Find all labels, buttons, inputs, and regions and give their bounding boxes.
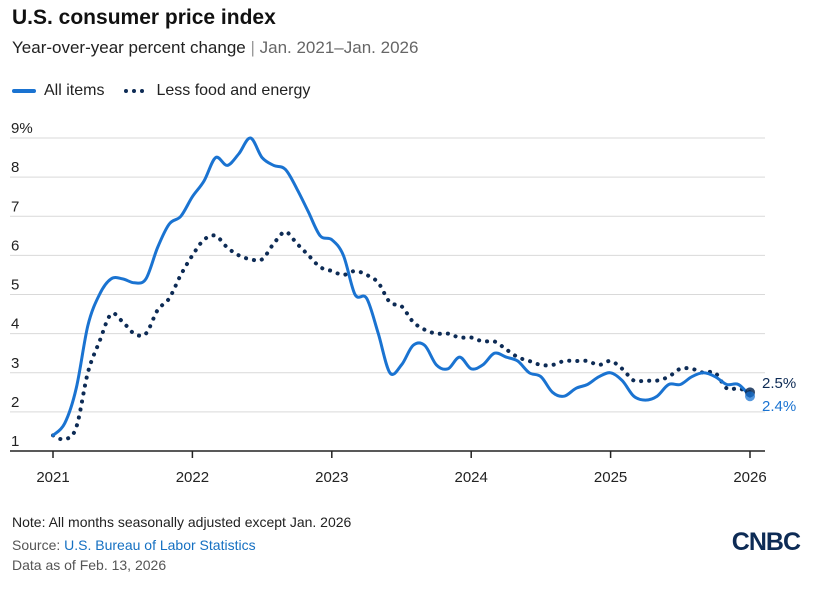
grid-layer [10,137,765,458]
chart-title: U.S. consumer price index [12,6,276,29]
y-tick-label: 5 [11,277,19,294]
chart-legend: All items Less food and energy [12,82,330,100]
series-layer [51,136,755,442]
subtitle-separator: | [250,38,255,57]
y-tick-label: 1 [11,433,19,450]
y-tick-label: 9% [11,120,33,137]
label-layer: 1 2 3 4 5 6 7 8 9% 2021 2022 2023 2024 2025 2026 2.5% 2.… [11,120,796,486]
source-link[interactable]: U.S. Bureau of Labor Statistics [64,537,256,553]
series-line-all-items [51,136,752,437]
source-line: Source: U.S. Bureau of Labor Statistics [12,537,256,553]
legend-item-core: Less food and energy [124,82,310,100]
y-tick-label: 3 [11,355,19,372]
x-tick-label: 2022 [176,469,209,486]
cnbc-logo: CNBC [731,528,801,556]
legend-dotted-line-swatch [124,89,148,93]
legend-label-core: Less food and energy [156,82,311,99]
source-prefix: Source: [12,537,61,553]
y-tick-label: 4 [11,316,19,333]
data-as-of: Data as of Feb. 13, 2026 [12,557,167,573]
end-label-core: 2.5% [762,375,796,392]
series-line-core [51,229,752,442]
y-tick-label: 8 [11,159,19,176]
x-tick-label: 2025 [594,469,627,486]
line-chart: 1 2 3 4 5 6 7 8 9% 2021 2022 2023 2024 2025 2026 2.5% 2.… [10,120,796,486]
y-tick-label: 2 [11,394,19,411]
legend-solid-line-swatch [12,89,36,93]
x-tick-label: 2023 [315,469,348,486]
y-tick-label: 6 [11,237,19,254]
x-tick-label: 2024 [455,469,488,486]
end-marker-all-items [745,391,755,402]
legend-item-all-items: All items [12,82,104,100]
legend-label-all-items: All items [44,82,105,99]
x-tick-label: 2026 [733,469,766,486]
chart-subtitle: Year-over-year percent change | Jan. 202… [12,38,418,58]
footnote: Note: All months seasonally adjusted exc… [12,514,352,530]
subtitle-text: Year-over-year percent change [12,38,246,57]
end-label-all-items: 2.4% [762,398,796,415]
y-tick-label: 7 [11,198,19,215]
x-tick-label: 2021 [36,469,69,486]
subtitle-date-range: Jan. 2021–Jan. 2026 [259,38,419,57]
